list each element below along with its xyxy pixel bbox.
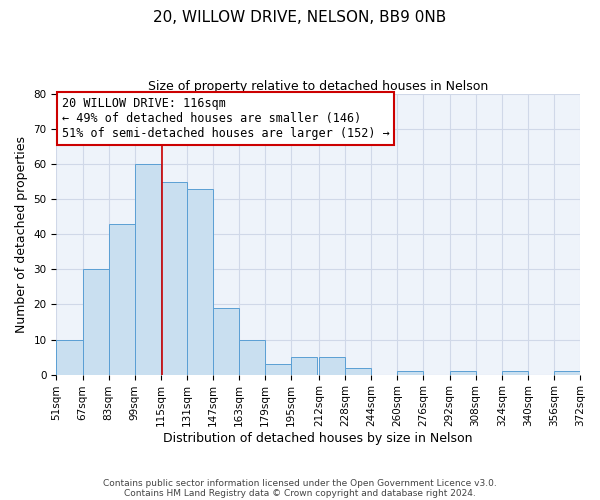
Text: Contains public sector information licensed under the Open Government Licence v3: Contains public sector information licen…	[103, 478, 497, 488]
Bar	[319, 357, 345, 374]
Bar	[265, 364, 291, 374]
Bar	[134, 164, 161, 374]
Bar	[345, 368, 371, 374]
Bar	[161, 182, 187, 374]
Bar	[502, 371, 528, 374]
Bar	[83, 270, 109, 374]
Bar	[291, 357, 317, 374]
Text: 20 WILLOW DRIVE: 116sqm
← 49% of detached houses are smaller (146)
51% of semi-d: 20 WILLOW DRIVE: 116sqm ← 49% of detache…	[62, 97, 389, 140]
X-axis label: Distribution of detached houses by size in Nelson: Distribution of detached houses by size …	[163, 432, 473, 445]
Bar	[187, 189, 213, 374]
Bar	[449, 371, 476, 374]
Bar	[397, 371, 424, 374]
Text: Contains HM Land Registry data © Crown copyright and database right 2024.: Contains HM Land Registry data © Crown c…	[124, 488, 476, 498]
Bar	[213, 308, 239, 374]
Title: Size of property relative to detached houses in Nelson: Size of property relative to detached ho…	[148, 80, 488, 93]
Y-axis label: Number of detached properties: Number of detached properties	[15, 136, 28, 333]
Bar	[554, 371, 580, 374]
Bar	[239, 340, 265, 374]
Bar	[109, 224, 134, 374]
Text: 20, WILLOW DRIVE, NELSON, BB9 0NB: 20, WILLOW DRIVE, NELSON, BB9 0NB	[154, 10, 446, 25]
Bar	[56, 340, 83, 374]
